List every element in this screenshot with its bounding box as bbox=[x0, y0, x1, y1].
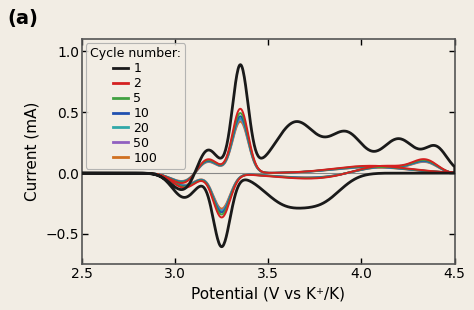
Y-axis label: Current (mA): Current (mA) bbox=[25, 102, 40, 202]
Text: (a): (a) bbox=[7, 9, 38, 28]
X-axis label: Potential (V vs K⁺/K): Potential (V vs K⁺/K) bbox=[191, 287, 345, 302]
Legend: 1, 2, 5, 10, 20, 50, 100: 1, 2, 5, 10, 20, 50, 100 bbox=[85, 43, 185, 169]
